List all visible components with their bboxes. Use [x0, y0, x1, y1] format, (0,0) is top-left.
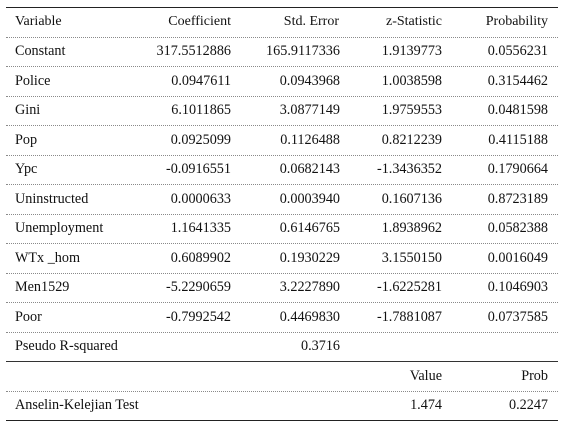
test-header-prob: Prob [521, 362, 548, 391]
table-body: Constant 317.5512886 165.9117336 1.9139773 0… [6, 38, 558, 333]
cell-probability: 0.0016049 [488, 244, 548, 273]
cell-z-statistic: 0.8212239 [382, 126, 442, 155]
cell-probability: 0.0556231 [488, 38, 548, 67]
table-row: Poor -0.7992542 0.4469830 -1.7881087 0.07375… [6, 303, 558, 333]
table-row: WTx _hom 0.6089902 0.1930229 3.1550150 0.001… [6, 244, 558, 274]
table-row: Pop 0.0925099 0.1126488 0.8212239 0.4115188 [6, 126, 558, 156]
cell-probability: 0.0582388 [488, 215, 548, 244]
anselin-kelejian-row: Anselin-Kelejian Test 1.474 0.2247 [6, 392, 558, 421]
test-value: 1.474 [410, 392, 442, 421]
header-variable: Variable [15, 8, 62, 37]
header-coefficient: Coefficient [168, 8, 231, 37]
cell-probability: 0.1790664 [488, 156, 548, 185]
cell-probability: 0.0481598 [488, 97, 548, 126]
cell-z-statistic: -1.6225281 [377, 274, 442, 303]
regression-table: Variable Coefficient Std. Error z-Statis… [6, 7, 558, 421]
header-std-error: Std. Error [284, 8, 339, 37]
cell-std-error: 0.0682143 [280, 156, 340, 185]
table-row: Ypc -0.0916551 0.0682143 -1.3436352 0.179066… [6, 156, 558, 186]
cell-coefficient: 6.1011865 [171, 97, 231, 126]
cell-z-statistic: 0.1607136 [382, 185, 442, 214]
cell-probability: 0.0737585 [488, 303, 548, 332]
cell-variable: Uninstructed [15, 185, 88, 214]
table-row: Police 0.0947611 0.0943968 1.0038598 0.31544… [6, 67, 558, 97]
cell-std-error: 3.2227890 [280, 274, 340, 303]
cell-std-error: 0.1930229 [280, 244, 340, 273]
cell-std-error: 0.1126488 [280, 126, 340, 155]
cell-std-error: 0.6146765 [280, 215, 340, 244]
test-header-row: Value Prob [6, 362, 558, 392]
table-row: Constant 317.5512886 165.9117336 1.9139773 0… [6, 38, 558, 68]
cell-coefficient: -0.7992542 [166, 303, 231, 332]
pseudo-r-squared-row: Pseudo R-squared 0.3716 [6, 333, 558, 363]
cell-variable: Police [15, 67, 50, 96]
cell-variable: Gini [15, 97, 40, 126]
cell-std-error: 165.9117336 [266, 38, 340, 67]
pseudo-r2-value: 0.3716 [301, 333, 340, 362]
cell-probability: 0.8723189 [488, 185, 548, 214]
cell-coefficient: 1.1641335 [171, 215, 231, 244]
cell-coefficient: 0.0925099 [171, 126, 231, 155]
cell-z-statistic: 3.1550150 [382, 244, 442, 273]
cell-coefficient: -0.0916551 [166, 156, 231, 185]
table-row: Unemployment 1.1641335 0.6146765 1.8938962 0… [6, 215, 558, 245]
cell-coefficient: -5.2290659 [166, 274, 231, 303]
cell-coefficient: 317.5512886 [157, 38, 231, 67]
cell-probability: 0.3154462 [488, 67, 548, 96]
pseudo-r2-label: Pseudo R-squared [15, 333, 118, 362]
cell-variable: Unemployment [15, 215, 103, 244]
header-z-statistic: z-Statistic [386, 8, 442, 37]
test-header-value: Value [410, 362, 442, 391]
cell-z-statistic: 1.9139773 [382, 38, 442, 67]
cell-coefficient: 0.0947611 [171, 67, 231, 96]
cell-std-error: 0.0943968 [280, 67, 340, 96]
table-row: Uninstructed 0.0000633 0.0003940 0.1607136 0… [6, 185, 558, 215]
cell-variable: Pop [15, 126, 37, 155]
cell-coefficient: 0.6089902 [171, 244, 231, 273]
cell-variable: Ypc [15, 156, 37, 185]
test-label: Anselin-Kelejian Test [15, 392, 139, 421]
cell-z-statistic: -1.3436352 [377, 156, 442, 185]
cell-z-statistic: 1.8938962 [382, 215, 442, 244]
cell-variable: Constant [15, 38, 65, 67]
table-row: Gini 6.1011865 3.0877149 1.9759553 0.0481598 [6, 97, 558, 127]
table-row: Men1529 -5.2290659 3.2227890 -1.6225281 0.10… [6, 274, 558, 304]
cell-variable: WTx _hom [15, 244, 80, 273]
header-probability: Probability [486, 8, 548, 37]
cell-std-error: 3.0877149 [280, 97, 340, 126]
cell-probability: 0.1046903 [488, 274, 548, 303]
cell-coefficient: 0.0000633 [171, 185, 231, 214]
cell-std-error: 0.4469830 [280, 303, 340, 332]
cell-z-statistic: -1.7881087 [377, 303, 442, 332]
cell-z-statistic: 1.0038598 [382, 67, 442, 96]
test-prob: 0.2247 [509, 392, 548, 421]
cell-probability: 0.4115188 [488, 126, 548, 155]
table-header-row: Variable Coefficient Std. Error z-Statis… [6, 7, 558, 38]
cell-variable: Men1529 [15, 274, 69, 303]
cell-z-statistic: 1.9759553 [382, 97, 442, 126]
cell-std-error: 0.0003940 [280, 185, 340, 214]
cell-variable: Poor [15, 303, 42, 332]
